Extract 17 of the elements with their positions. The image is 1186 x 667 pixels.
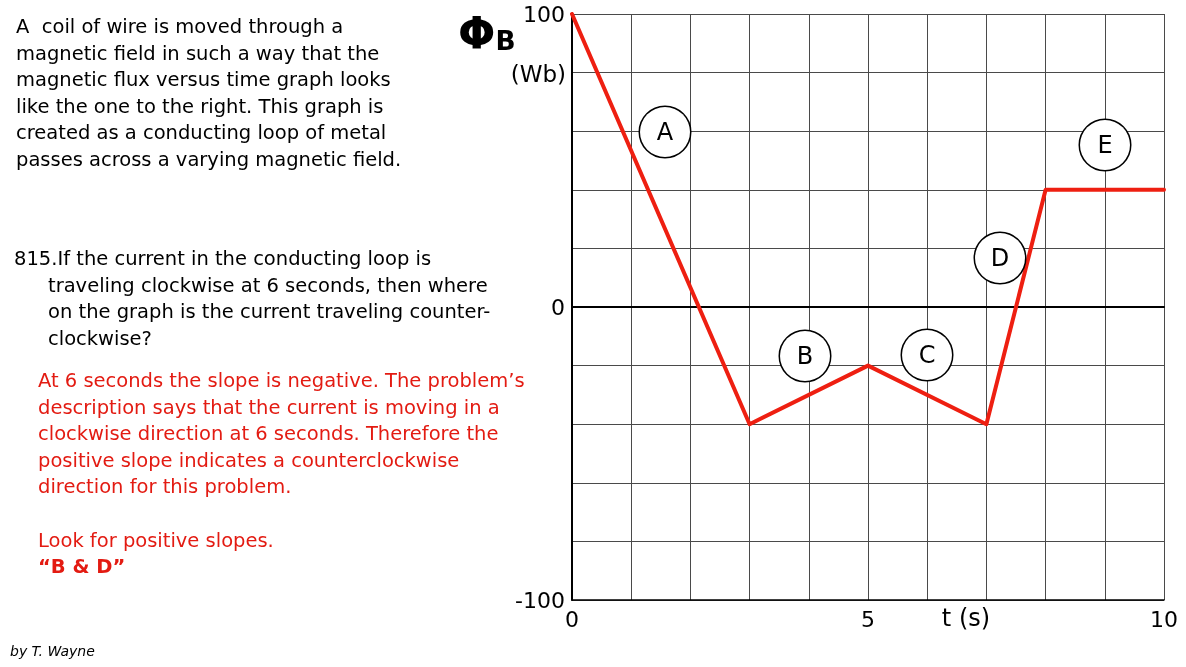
y-tick-label: 0 — [551, 294, 565, 320]
text: 815.If the current in the conducting loop is traveling clockwise at 6 seconds, then where on the graph is the current traveling counter-clockwise? — [14, 246, 492, 352]
annotation: A — [656, 118, 674, 146]
annotation: E — [1097, 131, 1113, 159]
x-axis-title: t (s) — [941, 604, 991, 632]
annotation: B — [796, 342, 814, 370]
text: Look for positive slopes. — [38, 528, 275, 554]
annotation: D — [990, 244, 1010, 272]
text: A coil of wire is moved through a magnetic field in such a way that the magnetic flux versus time graph looks like the one to the right. This graph is created as a conducting loop of metal passes across a varying magnetic field. — [16, 14, 403, 173]
text: At 6 seconds the slope is negative. The problem’s description says that the current is moving in a clockwise direction at 6 seconds. Therefore the positive slope indicates a counterclockwise direction for this problem. — [38, 368, 526, 500]
text: by T. Wayne — [10, 642, 96, 660]
y-tick-label: 100 — [523, 1, 565, 27]
x-tick-label: 10 — [1150, 606, 1178, 632]
annotation: C — [918, 341, 936, 369]
x-tick-label: 5 — [861, 606, 875, 632]
y-tick-label: -100 — [515, 587, 565, 613]
text: “B & D” — [38, 554, 127, 580]
